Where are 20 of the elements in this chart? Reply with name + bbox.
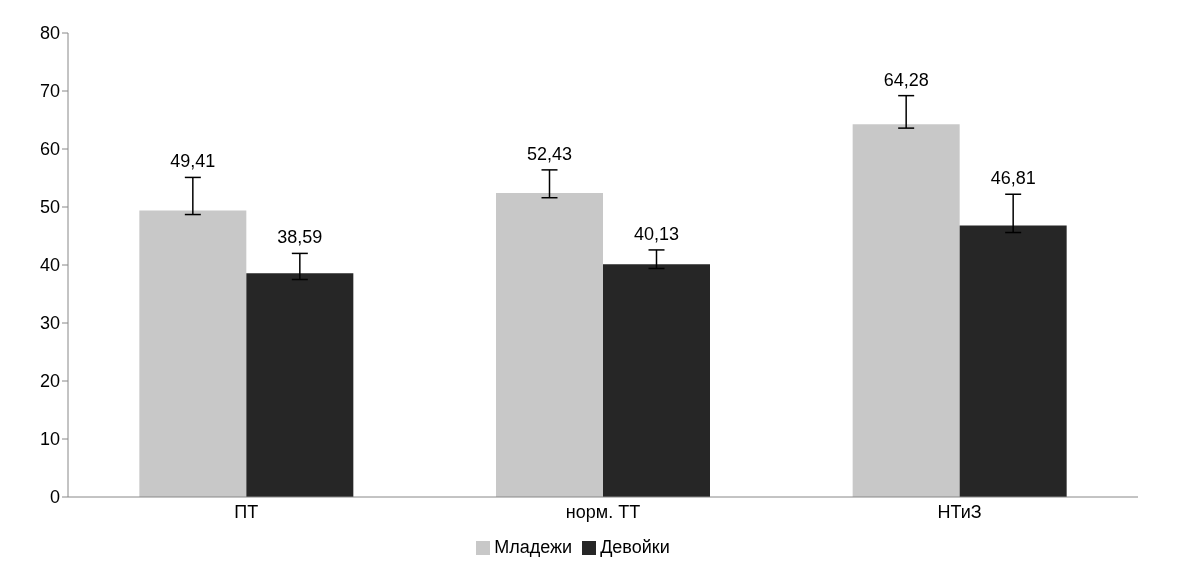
y-tick-label: 20 xyxy=(39,371,60,392)
data-label: 40,13 xyxy=(633,223,680,244)
data-label: 49,41 xyxy=(170,151,216,172)
y-tick-label: 50 xyxy=(39,197,60,218)
data-label: 38,59 xyxy=(277,227,323,248)
data-label: 52,43 xyxy=(526,143,573,164)
data-label: 46,81 xyxy=(990,168,1036,189)
y-tick-label: 80 xyxy=(39,23,60,44)
y-tick-label: 40 xyxy=(39,255,60,276)
x-tick-label: норм. ТТ xyxy=(565,501,641,522)
y-tick-label: 30 xyxy=(39,313,60,334)
legend-label: Младежи xyxy=(494,537,573,557)
data-label: 64,28 xyxy=(883,69,929,90)
y-tick-label: 70 xyxy=(39,81,60,102)
y-tick-label: 60 xyxy=(39,139,60,160)
y-tick-label: 0 xyxy=(49,487,60,508)
x-tick-label: НТиЗ xyxy=(937,501,982,522)
y-tick-label: 10 xyxy=(39,429,60,450)
legend-label: Девойки xyxy=(600,537,670,557)
x-tick-label: ПТ xyxy=(234,501,259,522)
